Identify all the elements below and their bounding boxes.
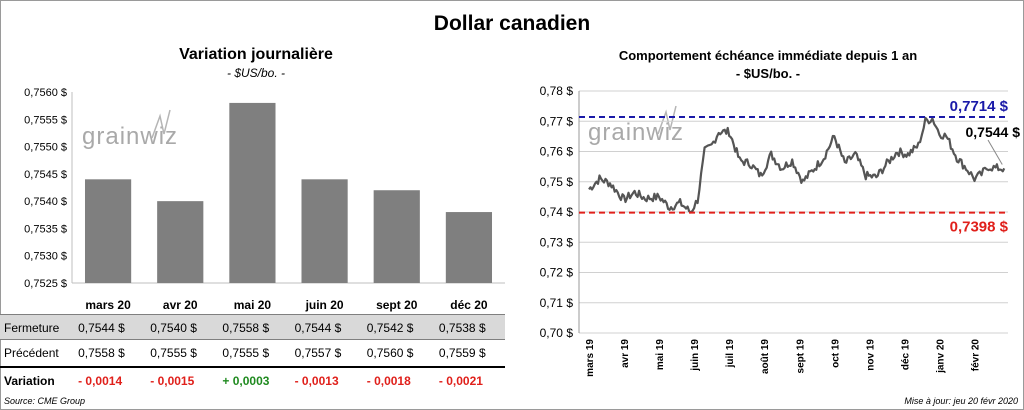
left-chart-subtitle: - $US/bo. - [226, 66, 286, 80]
y-tick-label: 0,74 $ [540, 205, 574, 219]
y-tick-label: 0,78 $ [540, 84, 574, 98]
x-tick-label: déc 19 [900, 339, 911, 371]
x-tick-label: févr 20 [970, 339, 981, 372]
table-cell: 0,7542 $ [366, 321, 414, 335]
bar [373, 190, 420, 283]
table-cell: - 0,0015 [150, 374, 195, 388]
y-tick-label: 0,72 $ [540, 266, 574, 280]
bar [301, 179, 348, 283]
bar [84, 179, 132, 283]
y-tick-label: 0,71 $ [540, 296, 574, 310]
table-cell: - 0,0018 [366, 374, 411, 388]
low-label: 0,7398 $ [950, 219, 1009, 236]
x-category-label: juin 20 [305, 298, 344, 312]
x-category-label: mai 20 [234, 298, 272, 312]
y-tick-label: 0,7560 $ [24, 87, 67, 99]
table-cell: - 0,0021 [438, 374, 483, 388]
left-chart-title: Variation journalière [179, 46, 333, 63]
high-label: 0,7714 $ [950, 98, 1009, 115]
y-tick-label: 0,73 $ [540, 235, 574, 249]
table-cell: 0,7558 $ [222, 321, 270, 335]
y-tick-label: 0,7535 $ [24, 223, 67, 235]
y-tick-label: 0,7525 $ [24, 278, 67, 290]
table-row-fermeture: Fermeture 0,7544 $ 0,7540 $ 0,7558 $ 0,7544… [0, 314, 505, 340]
right-chart-title: Comportement échéance immédiate depuis 1… [618, 48, 918, 63]
y-tick-label: 0,76 $ [540, 145, 574, 159]
table-cell: 0,7538 $ [438, 321, 486, 335]
watermark-logo: grainwiz [588, 119, 684, 146]
x-tick-label: sept 19 [795, 339, 806, 374]
bar-chart: grainwiz 0,7525 $ 0,7530 $ 0,7535 $ 0,7540 $… [24, 87, 505, 312]
right-chart-subtitle: - $US/bo. - [735, 66, 801, 81]
bar [445, 212, 493, 283]
x-tick-label: juil 19 [725, 339, 736, 369]
x-category-label: sept 20 [376, 298, 418, 312]
table-cell: 0,7558 $ [78, 346, 125, 360]
y-tick-label: 0,7530 $ [24, 251, 67, 263]
y-tick-label: 0,77 $ [540, 114, 574, 128]
x-tick-label: mars 19 [585, 339, 596, 377]
source-note: Source: CME Group [4, 396, 86, 406]
y-tick-label: 0,7555 $ [24, 114, 67, 126]
line-chart: grainwiz 0,70 $ 0,71 $ 0,72 $ 0,73 $ 0,74 $ 0,… [540, 84, 1021, 377]
table-row-variation: Variation - 0,0014 - 0,0015 + 0,0003 - 0,00… [0, 366, 505, 392]
table-cell: 0,7540 $ [150, 321, 197, 335]
watermark-mark [151, 109, 171, 139]
price-line [588, 116, 1006, 214]
table-row-precedent: Précédent 0,7558 $ 0,7555 $ 0,7555 $ 0,7557… [0, 340, 505, 366]
y-tick-label: 0,7540 $ [24, 196, 67, 208]
x-tick-label: juin 19 [690, 339, 701, 372]
x-tick-label: avr 19 [620, 339, 631, 368]
bar [229, 102, 276, 284]
row-label: Variation [4, 374, 55, 388]
x-category-label: avr 20 [163, 298, 198, 312]
y-tick-label: 0,75 $ [540, 175, 574, 189]
x-tick-label: nov 19 [865, 339, 876, 371]
y-tick-label: 0,7550 $ [24, 142, 67, 154]
watermark-logo: grainwiz [82, 123, 178, 150]
row-label: Précédent [4, 346, 59, 360]
table-cell: - 0,0014 [78, 374, 123, 388]
table-cell: 0,7544 $ [294, 321, 342, 335]
last-value-label: 0,7544 $ [966, 124, 1021, 140]
table-cell: 0,7544 $ [78, 321, 125, 335]
x-tick-label: mai 19 [655, 339, 666, 371]
table-cell: 0,7559 $ [438, 346, 486, 360]
row-label: Fermeture [4, 321, 60, 335]
x-category-label: déc 20 [450, 298, 488, 312]
x-tick-label: janv 20 [935, 339, 946, 374]
x-tick-label: oct 19 [830, 339, 841, 368]
main-title: Dollar canadien [433, 12, 591, 35]
y-tick-label: 0,70 $ [540, 326, 574, 340]
table-cell: 0,7560 $ [366, 346, 414, 360]
table-cell: - 0,0013 [294, 374, 339, 388]
update-note: Mise à jour: jeu 20 févr 2020 [904, 396, 1018, 406]
table-cell: 0,7555 $ [222, 346, 270, 360]
table-cell: 0,7555 $ [150, 346, 197, 360]
x-category-label: mars 20 [85, 298, 131, 312]
x-tick-label: août 19 [760, 339, 771, 374]
table-cell: + 0,0003 [222, 374, 270, 388]
y-tick-label: 0,7545 $ [24, 169, 67, 181]
bar [157, 201, 204, 283]
table-cell: 0,7557 $ [294, 346, 342, 360]
last-value-leader [987, 139, 1003, 165]
